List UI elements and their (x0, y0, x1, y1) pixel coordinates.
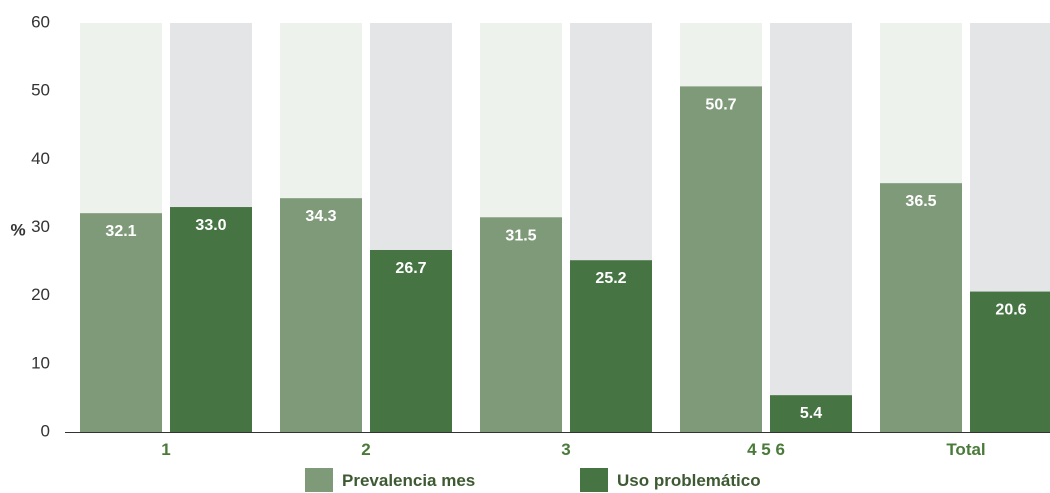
bars (80, 86, 1050, 433)
x-tick-label: 1 (161, 440, 170, 459)
x-axis-ticks: 1 2 3 4 5 6 Total (161, 440, 985, 459)
bar (570, 260, 652, 432)
y-tick-label: 60 (31, 12, 50, 31)
bar (680, 86, 762, 433)
data-label: 5.4 (800, 405, 822, 422)
data-label: 31.5 (505, 227, 536, 244)
bar (880, 183, 962, 432)
bar-track (770, 23, 852, 432)
bar (80, 213, 162, 432)
legend-swatch (305, 468, 333, 492)
data-label: 36.5 (905, 193, 936, 210)
bar (480, 217, 562, 432)
y-axis-ticks: 0 10 20 30 40 50 60 (31, 12, 50, 440)
y-tick-label: 50 (31, 81, 50, 100)
data-label: 34.3 (305, 208, 336, 225)
bar (970, 291, 1050, 432)
data-label: 33.0 (195, 217, 226, 234)
y-tick-label: 30 (31, 217, 50, 236)
data-label: 26.7 (395, 260, 426, 277)
y-tick-label: 0 (41, 421, 50, 440)
bar (170, 207, 252, 432)
x-tick-label: Total (946, 440, 985, 459)
legend-label: Prevalencia mes (342, 471, 475, 490)
data-label: 25.2 (595, 270, 626, 287)
y-tick-label: 10 (31, 353, 50, 372)
bar (770, 395, 852, 432)
y-tick-label: 20 (31, 285, 50, 304)
data-label: 20.6 (995, 302, 1026, 319)
x-tick-label: 2 (361, 440, 370, 459)
legend-label: Uso problemático (617, 471, 761, 490)
legend: Prevalencia mes Uso problemático (305, 468, 761, 492)
data-label: 32.1 (105, 223, 136, 240)
data-labels: 32.1 33.0 34.3 26.7 31.5 25.2 50.7 5.4 36.5 20.6 (105, 96, 1026, 422)
y-tick-label: 40 (31, 149, 50, 168)
data-label: 50.7 (705, 96, 736, 113)
bar (370, 249, 452, 432)
x-tick-label: 4 5 6 (747, 440, 785, 459)
x-tick-label: 3 (561, 440, 570, 459)
legend-swatch (580, 468, 608, 492)
y-axis-label: % (10, 220, 25, 239)
bar (280, 198, 362, 432)
